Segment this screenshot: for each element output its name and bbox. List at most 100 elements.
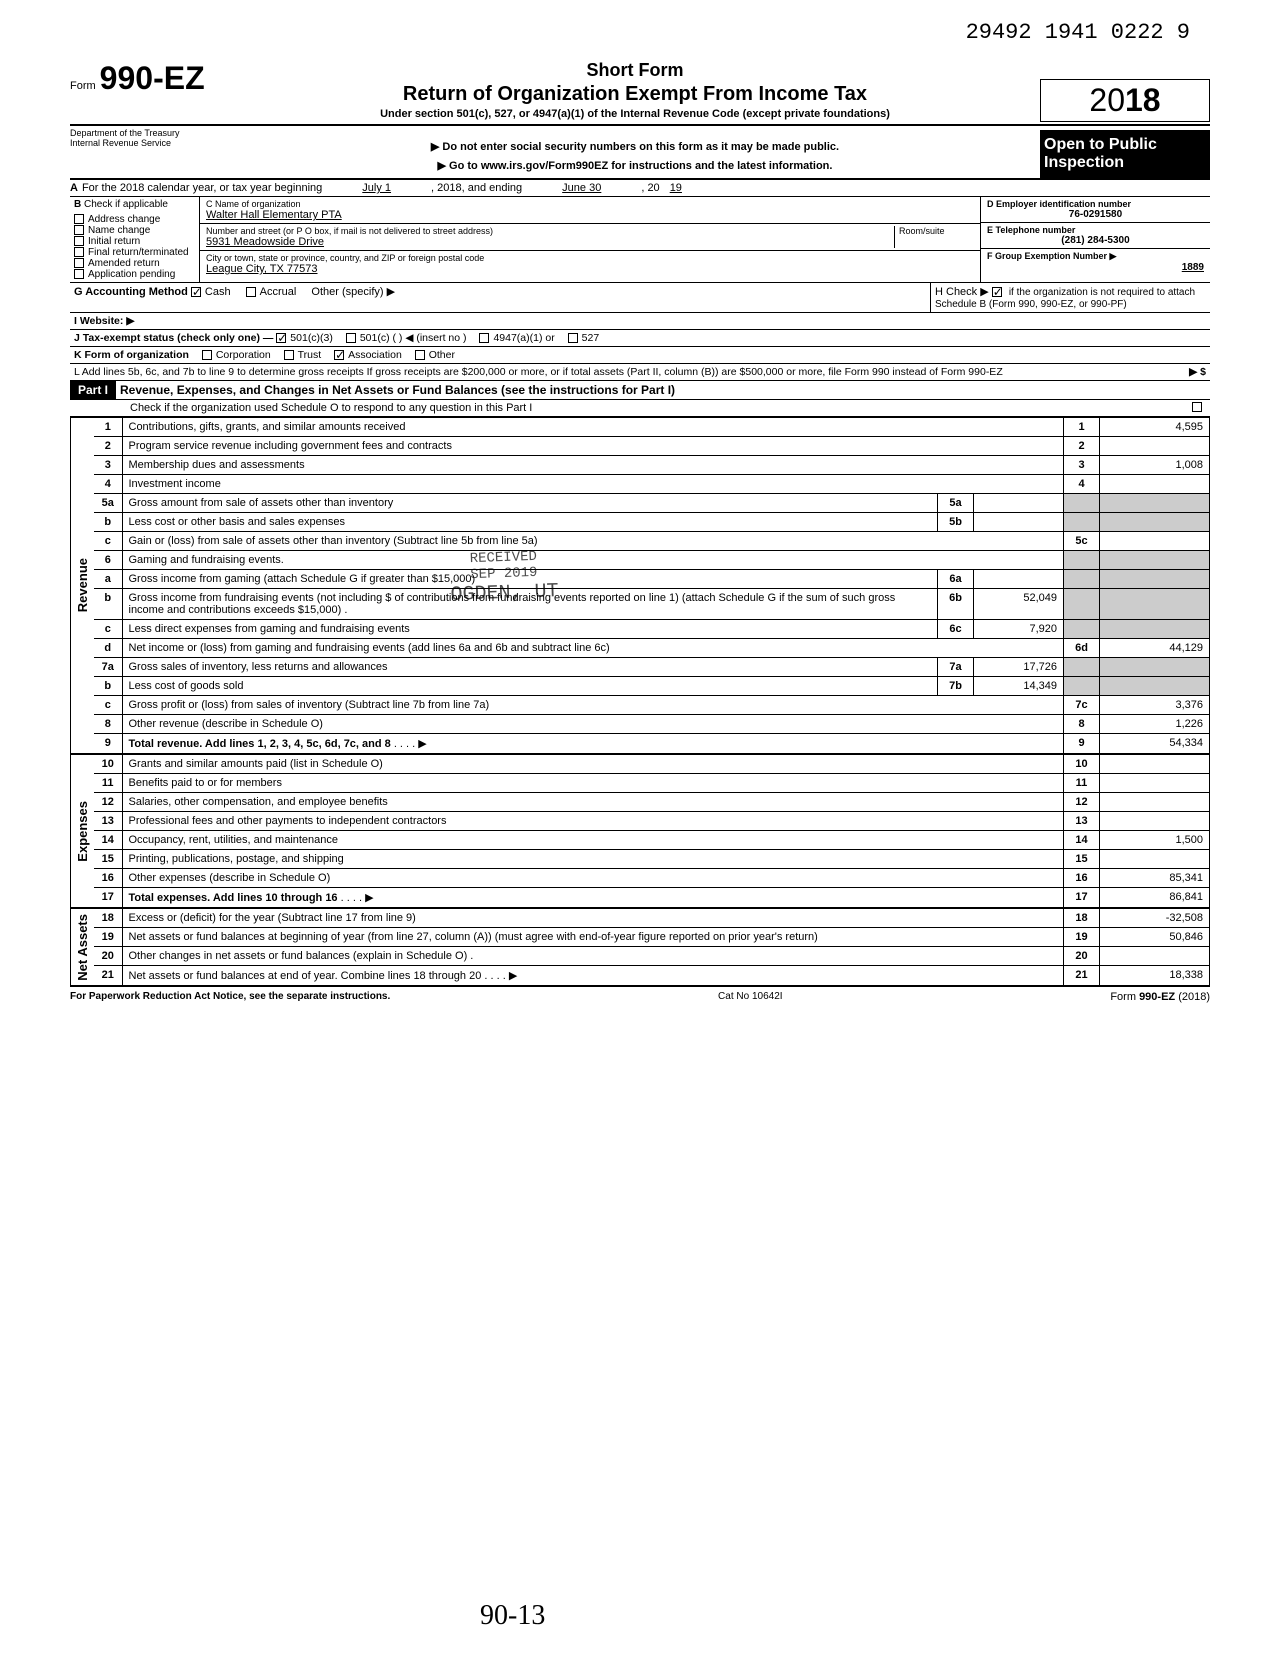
line-row: 12Salaries, other compensation, and empl… xyxy=(94,793,1210,812)
line-row: 2Program service revenue including gover… xyxy=(94,437,1210,456)
part1-title: Revenue, Expenses, and Changes in Net As… xyxy=(116,381,679,399)
chk-initial-return[interactable] xyxy=(74,236,84,246)
line-box: 14 xyxy=(1064,831,1100,850)
stamp-l3: OGDEN, UT xyxy=(450,580,559,607)
line-value xyxy=(1100,532,1210,551)
line-value: 1,500 xyxy=(1100,831,1210,850)
spacer xyxy=(938,831,974,850)
line-number: c xyxy=(94,696,122,715)
line-box: 4 xyxy=(1064,475,1100,494)
spacer xyxy=(938,639,974,658)
mid-box: 6c xyxy=(938,620,974,639)
chk-501c[interactable] xyxy=(346,333,356,343)
line-number: b xyxy=(94,589,122,620)
shade-cell xyxy=(1100,570,1210,589)
line-value: 3,376 xyxy=(1100,696,1210,715)
shade-cell xyxy=(1064,620,1100,639)
part1-label: Part I xyxy=(70,381,116,399)
chk-trust[interactable] xyxy=(284,350,294,360)
line-desc: Less cost or other basis and sales expen… xyxy=(122,513,938,532)
row-a-begin: July 1 xyxy=(362,182,391,194)
line-number: 6 xyxy=(94,551,122,570)
spacer xyxy=(938,966,974,986)
chk-amended[interactable] xyxy=(74,258,84,268)
spacer xyxy=(938,812,974,831)
section-bcd: B Check if applicable Address change Nam… xyxy=(70,197,1210,283)
lbl-other-method: Other (specify) ▶ xyxy=(311,286,395,298)
dept-treasury: Department of the Treasury xyxy=(70,128,230,138)
shade-cell xyxy=(1100,589,1210,620)
line-value xyxy=(1100,850,1210,869)
line-box: 19 xyxy=(1064,928,1100,947)
addr-label: Number and street (or P O box, if mail i… xyxy=(206,226,894,236)
spacer xyxy=(974,831,1064,850)
mid-value xyxy=(974,494,1064,513)
line-number: 9 xyxy=(94,734,122,754)
chk-501c3[interactable] xyxy=(276,333,286,343)
chk-527[interactable] xyxy=(568,333,578,343)
line-number: 19 xyxy=(94,928,122,947)
chk-address-change[interactable] xyxy=(74,214,84,224)
spacer xyxy=(974,418,1064,437)
line-number: 1 xyxy=(94,418,122,437)
line-value: 1,226 xyxy=(1100,715,1210,734)
city-label: City or town, state or province, country… xyxy=(206,253,974,263)
chk-accrual[interactable] xyxy=(246,287,256,297)
chk-4947[interactable] xyxy=(479,333,489,343)
form-word: Form xyxy=(70,80,96,92)
chk-application-pending[interactable] xyxy=(74,269,84,279)
chk-cash[interactable] xyxy=(191,287,201,297)
line-box: 7c xyxy=(1064,696,1100,715)
mid-box: 5b xyxy=(938,513,974,532)
spacer xyxy=(938,850,974,869)
line-box: 16 xyxy=(1064,869,1100,888)
line-desc: Net income or (loss) from gaming and fun… xyxy=(122,639,938,658)
spacer xyxy=(974,437,1064,456)
handwrite-bottom: 90-13 xyxy=(480,1600,545,1632)
chk-schedule-b[interactable] xyxy=(992,287,1002,297)
mid-box: 5a xyxy=(938,494,974,513)
line-desc: Benefits paid to or for members xyxy=(122,774,938,793)
lbl-final-return: Final return/terminated xyxy=(88,247,189,258)
netassets-table: 18Excess or (deficit) for the year (Subt… xyxy=(94,908,1210,986)
chk-other-org[interactable] xyxy=(415,350,425,360)
line-row: aGross income from gaming (attach Schedu… xyxy=(94,570,1210,589)
line-number: 21 xyxy=(94,966,122,986)
line-value: 86,841 xyxy=(1100,888,1210,908)
line-row: 14Occupancy, rent, utilities, and mainte… xyxy=(94,831,1210,850)
line-row: 18Excess or (deficit) for the year (Subt… xyxy=(94,909,1210,928)
lbl-address-change: Address change xyxy=(88,214,160,225)
chk-corp[interactable] xyxy=(202,350,212,360)
open-to-public: Open to Public Inspection xyxy=(1040,130,1210,178)
chk-name-change[interactable] xyxy=(74,225,84,235)
line-number: 11 xyxy=(94,774,122,793)
tax-status-label: J Tax-exempt status (check only one) — xyxy=(74,332,273,344)
line-value xyxy=(1100,437,1210,456)
lbl-cash: Cash xyxy=(205,286,231,298)
line-row: dNet income or (loss) from gaming and fu… xyxy=(94,639,1210,658)
line-desc: Gain or (loss) from sale of assets other… xyxy=(122,532,938,551)
line-value xyxy=(1100,774,1210,793)
revenue-section: Revenue 1Contributions, gifts, grants, a… xyxy=(70,417,1210,754)
line-number: 12 xyxy=(94,793,122,812)
line-desc: Grants and similar amounts paid (list in… xyxy=(122,755,938,774)
chk-assoc[interactable] xyxy=(334,350,344,360)
expenses-table: 10Grants and similar amounts paid (list … xyxy=(94,754,1210,908)
spacer xyxy=(938,909,974,928)
chk-schedule-o[interactable] xyxy=(1192,402,1202,412)
line-number: 16 xyxy=(94,869,122,888)
line-value: 85,341 xyxy=(1100,869,1210,888)
chk-final-return[interactable] xyxy=(74,247,84,257)
spacer xyxy=(938,475,974,494)
spacer xyxy=(938,793,974,812)
phone-value: (281) 284-5300 xyxy=(987,235,1204,246)
line-desc: Excess or (deficit) for the year (Subtra… xyxy=(122,909,938,928)
ein-label: D Employer identification number xyxy=(987,199,1204,209)
part1-header: Part I Revenue, Expenses, and Changes in… xyxy=(70,381,1210,400)
line-number: 10 xyxy=(94,755,122,774)
line-number: 13 xyxy=(94,812,122,831)
spacer xyxy=(974,696,1064,715)
mid-value: 7,920 xyxy=(974,620,1064,639)
line-box: 1 xyxy=(1064,418,1100,437)
form-org-label: K Form of organization xyxy=(74,349,189,361)
